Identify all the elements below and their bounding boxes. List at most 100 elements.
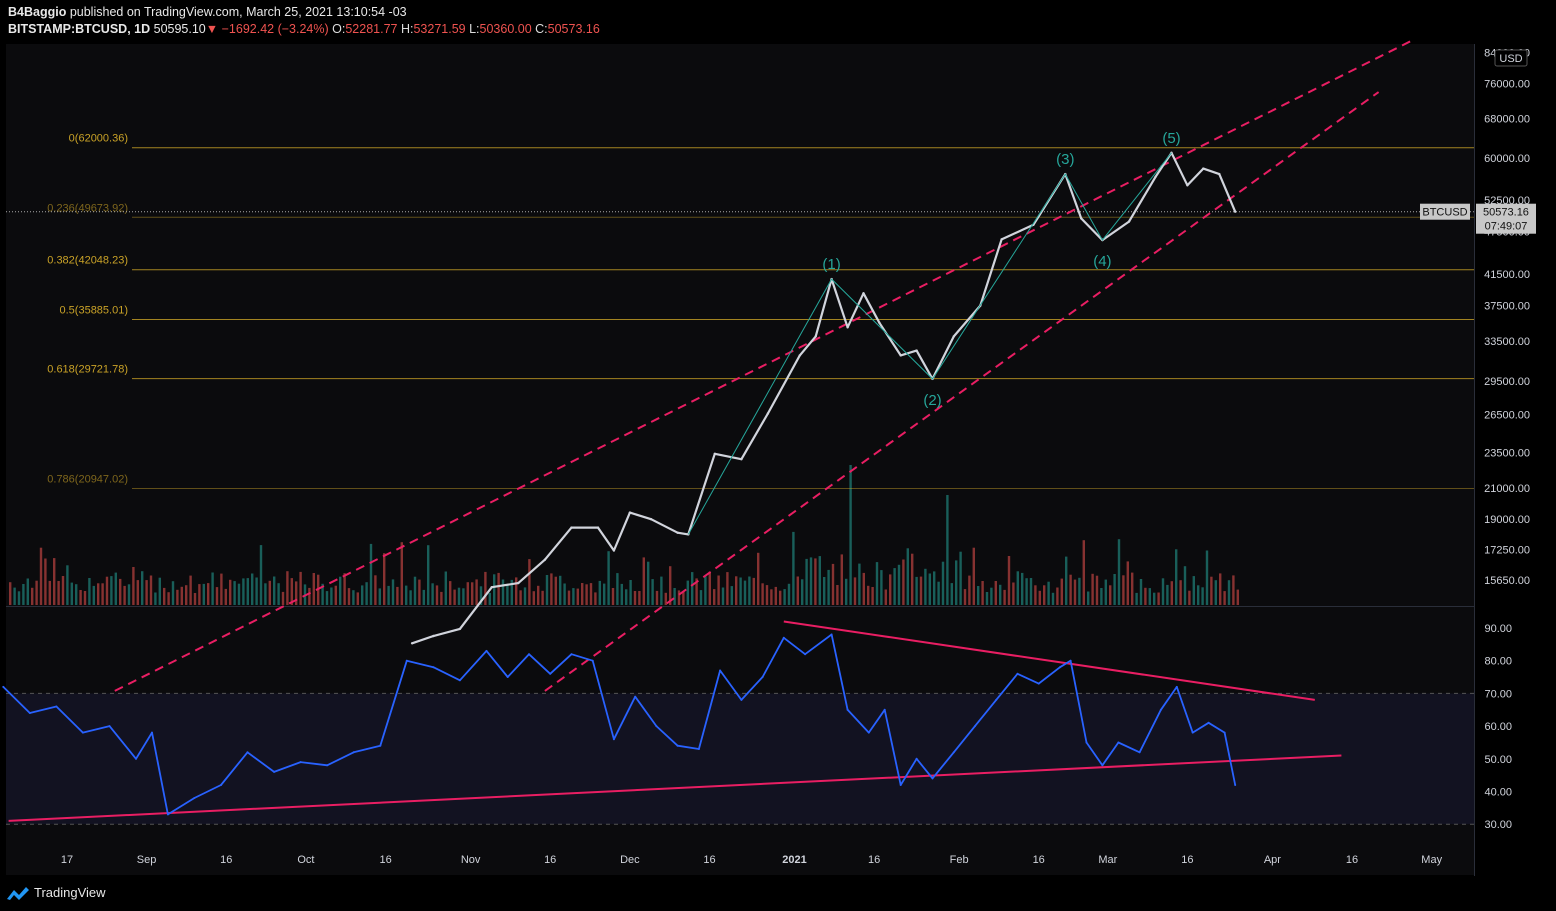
volume-bar <box>114 572 117 605</box>
rsi-point <box>273 770 276 773</box>
volume-bar <box>211 572 214 605</box>
rsi-point <box>405 659 408 662</box>
volume-bar <box>537 585 540 605</box>
time-axis[interactable] <box>6 845 1474 875</box>
volume-bar <box>325 591 329 605</box>
volume-bar <box>202 583 205 605</box>
volume-bar <box>1227 580 1231 605</box>
rsi-point <box>28 712 31 714</box>
wave-label: (4) <box>1093 253 1111 270</box>
volume-bar <box>669 566 672 605</box>
volume-bar <box>383 553 386 605</box>
volume-bar <box>1073 579 1077 605</box>
volume-bar <box>1175 549 1178 605</box>
volume-bar <box>708 571 711 605</box>
volume-bar <box>1188 590 1191 605</box>
price-tick: 60000.00 <box>1484 153 1530 165</box>
volume-bar <box>809 557 813 605</box>
price-point <box>713 452 716 455</box>
rsi-point <box>1223 731 1226 734</box>
volume-bar <box>352 590 355 605</box>
volume-bar <box>149 575 153 605</box>
volume-bar <box>290 578 293 605</box>
fibonacci-retracement[interactable]: 0(62000.36) 0.236(49673.92) 0.382(42048.23… <box>6 133 1474 489</box>
volume-bar <box>655 590 659 605</box>
volume-bar <box>985 592 989 605</box>
price-tag-bg <box>1476 203 1536 234</box>
price-point <box>952 335 955 338</box>
volume-bar <box>638 591 641 605</box>
close-value: 50573.16 <box>547 22 600 36</box>
volume-bar <box>251 573 254 605</box>
symbol-name[interactable]: BITSTAMP:BTCUSD, 1D <box>8 22 151 36</box>
time-tick: Sep <box>137 854 157 866</box>
rsi-point <box>549 672 552 675</box>
low-value: 50360.00 <box>479 22 532 36</box>
rsi-point <box>81 731 84 734</box>
volume-bar <box>475 579 478 605</box>
volume-bar <box>1126 561 1129 605</box>
volume-bar <box>950 583 953 605</box>
close-label: C: <box>535 22 548 36</box>
rsi-point <box>591 659 594 662</box>
volume-bar <box>519 590 522 605</box>
volume-bar <box>189 575 192 605</box>
channel-lines[interactable] <box>114 40 1411 692</box>
price-axis[interactable]: 84000.0076000.0068000.0060000.0052500.00… <box>1484 47 1530 587</box>
low-label: L: <box>469 22 480 36</box>
chart-canvas[interactable]: 0(62000.36) 0.236(49673.92) 0.382(42048.23… <box>0 40 1556 876</box>
wave-path <box>687 152 1172 535</box>
rsi-axis[interactable]: 90.00 80.00 70.00 60.00 50.00 40.00 30.00 <box>1484 623 1512 831</box>
price-tag-countdown: 07:49:07 <box>1485 221 1528 233</box>
tradingview-brand[interactable]: TradingView <box>34 885 106 900</box>
volume-bar <box>721 587 725 605</box>
tradingview-logo-icon[interactable] <box>6 884 30 902</box>
volume-bar <box>1047 581 1050 605</box>
symbol-tag: BTCUSD <box>1422 207 1467 219</box>
rsi-point <box>952 751 955 754</box>
time-tick: 17 <box>61 854 73 866</box>
volume-bar <box>1060 578 1063 605</box>
time-tick: Mar <box>1098 854 1117 866</box>
rsi-point <box>719 669 722 672</box>
volume-bar <box>57 581 60 605</box>
volume-bar <box>805 558 808 605</box>
volume-bar <box>409 590 412 605</box>
fib-label: 0.382(42048.23) <box>47 255 128 267</box>
rsi-point <box>151 731 153 734</box>
volume-bar <box>97 583 100 605</box>
price-pane[interactable] <box>6 44 1474 606</box>
volume-bar <box>83 591 87 605</box>
volume-bar <box>31 587 34 605</box>
volume-bar <box>9 582 12 605</box>
elliott-wave-labels[interactable]: (1) (2) (3) (4) (5) <box>687 130 1181 535</box>
volume-bar <box>220 573 223 605</box>
price-point <box>543 558 547 561</box>
volume-bar <box>598 580 601 605</box>
rsi-indicator <box>2 620 1474 825</box>
rsi-tick: 80.00 <box>1484 656 1512 668</box>
rsi-point <box>761 676 764 678</box>
volume-bar <box>594 592 597 605</box>
volume-bar <box>1051 592 1055 605</box>
price-tick: 26500.00 <box>1484 410 1530 422</box>
volume-bar <box>413 576 417 605</box>
price-point <box>1218 172 1221 176</box>
volume-bar <box>607 551 610 605</box>
publisher-name[interactable]: B4Baggio <box>8 5 67 19</box>
volume-bar <box>559 575 562 605</box>
price-point <box>798 354 801 357</box>
rsi-point <box>193 797 196 799</box>
time-tick: 16 <box>1181 854 1193 866</box>
volume-bar <box>185 585 188 605</box>
rsi-point <box>867 731 870 734</box>
time-tick: May <box>1421 854 1442 866</box>
price-point <box>878 321 881 324</box>
volume-bar <box>1095 575 1099 605</box>
rsi-point <box>1069 659 1072 662</box>
volume-bar <box>515 577 518 605</box>
time-tick: 2021 <box>782 854 806 866</box>
volume-bar <box>1082 540 1085 605</box>
rsi-pane[interactable] <box>6 607 1474 845</box>
volume-bar <box>13 587 16 605</box>
